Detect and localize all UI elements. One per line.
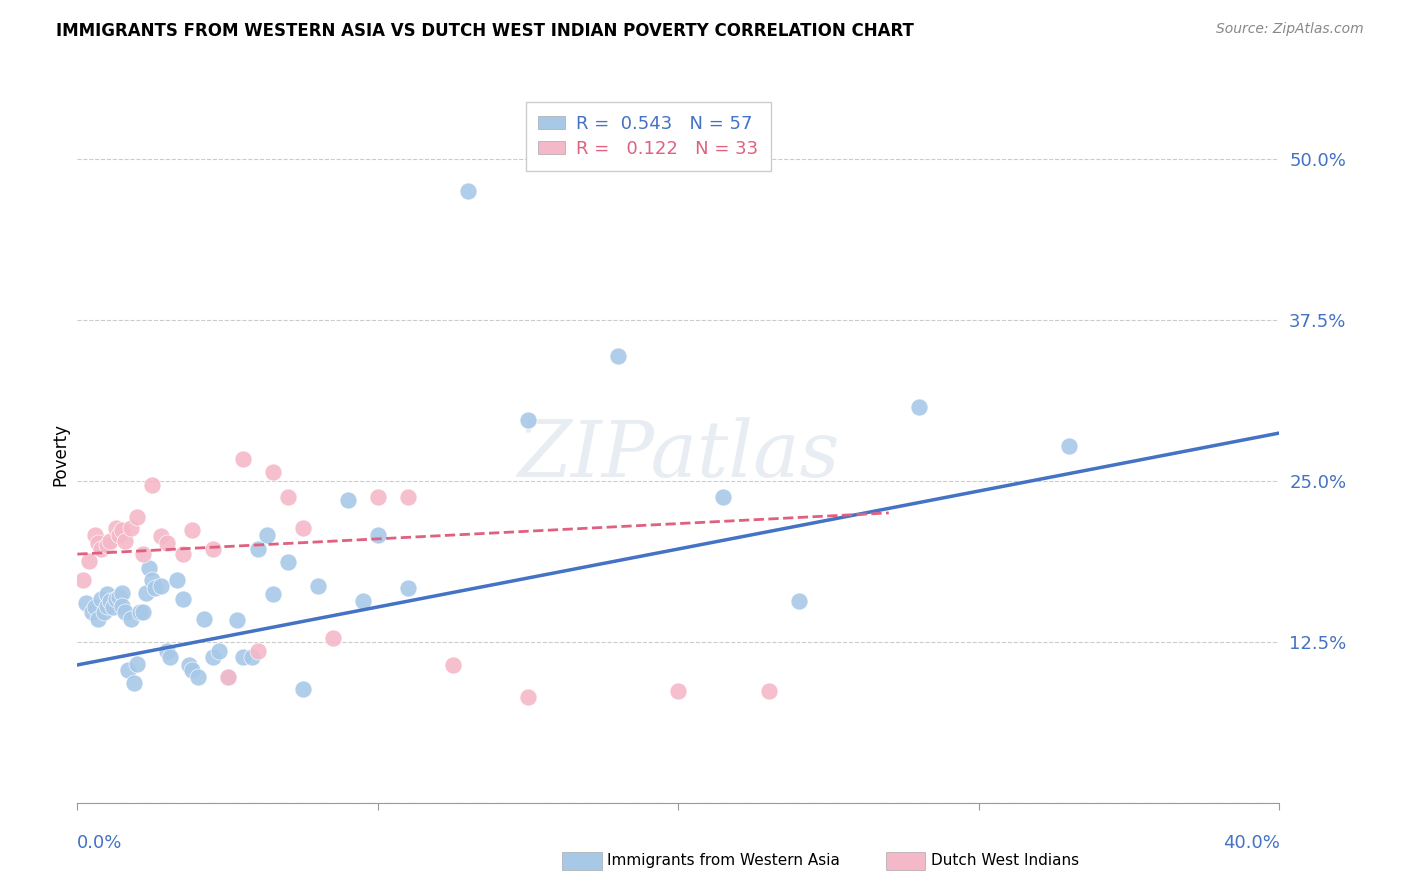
Point: [124, 676, 146, 690]
Point: [396, 491, 419, 505]
Point: [117, 663, 139, 677]
Point: [75, 596, 97, 610]
Point: [100, 534, 122, 549]
Point: [908, 401, 931, 415]
Point: [180, 523, 202, 537]
Point: [79, 553, 101, 567]
Point: [457, 184, 479, 198]
Point: [105, 592, 128, 607]
Point: [114, 605, 136, 619]
Point: [166, 573, 188, 587]
Point: [108, 528, 131, 542]
Point: [193, 611, 215, 625]
Point: [277, 555, 299, 569]
Point: [87, 611, 110, 625]
Text: 0.0%: 0.0%: [77, 834, 122, 852]
Point: [177, 657, 200, 672]
Point: [240, 650, 263, 665]
Point: [108, 590, 131, 604]
Text: Dutch West Indians: Dutch West Indians: [931, 854, 1078, 868]
Point: [396, 581, 419, 595]
Point: [172, 547, 194, 561]
Point: [352, 593, 374, 607]
Point: [367, 528, 389, 542]
Point: [127, 657, 149, 671]
Point: [120, 521, 142, 535]
Point: [84, 599, 107, 614]
Text: Source: ZipAtlas.com: Source: ZipAtlas.com: [1216, 22, 1364, 37]
Point: [232, 650, 254, 665]
Point: [129, 605, 152, 619]
Point: [111, 586, 134, 600]
Point: [441, 657, 464, 672]
Point: [82, 605, 104, 619]
Point: [186, 669, 209, 683]
Point: [256, 528, 278, 542]
Point: [72, 573, 94, 587]
Point: [207, 644, 229, 658]
Point: [291, 521, 314, 535]
Point: [141, 477, 163, 491]
Point: [517, 413, 540, 427]
Point: [135, 586, 157, 600]
Point: [322, 631, 344, 645]
Point: [87, 535, 110, 549]
Text: 40.0%: 40.0%: [1223, 834, 1279, 852]
Point: [1057, 439, 1080, 453]
Point: [246, 644, 269, 658]
Point: [156, 644, 179, 658]
Point: [713, 491, 735, 505]
Point: [225, 613, 247, 627]
Point: [127, 509, 149, 524]
Point: [787, 593, 810, 607]
Point: [114, 534, 136, 549]
Point: [262, 587, 284, 601]
Text: ZIPatlas: ZIPatlas: [517, 417, 839, 493]
Point: [156, 535, 179, 549]
Point: [150, 579, 173, 593]
Point: [336, 493, 359, 508]
Point: [291, 682, 314, 697]
Point: [90, 541, 112, 556]
Point: [96, 587, 118, 601]
Point: [201, 650, 224, 665]
Point: [159, 650, 181, 665]
Point: [93, 605, 115, 619]
Text: IMMIGRANTS FROM WESTERN ASIA VS DUTCH WEST INDIAN POVERTY CORRELATION CHART: IMMIGRANTS FROM WESTERN ASIA VS DUTCH WE…: [56, 22, 914, 40]
Y-axis label: Poverty: Poverty: [51, 424, 69, 486]
Point: [141, 573, 163, 587]
Point: [96, 538, 118, 552]
Point: [132, 605, 155, 619]
Point: [150, 529, 173, 543]
Legend: R =  0.543   N = 57, R =   0.122   N = 33: R = 0.543 N = 57, R = 0.122 N = 33: [526, 103, 770, 170]
Point: [201, 541, 224, 556]
Point: [90, 592, 112, 607]
Point: [105, 521, 128, 535]
Point: [277, 491, 299, 505]
Point: [120, 611, 142, 625]
Point: [172, 592, 194, 607]
Text: Immigrants from Western Asia: Immigrants from Western Asia: [607, 854, 841, 868]
Point: [103, 599, 125, 614]
Point: [758, 683, 780, 698]
Point: [307, 579, 329, 593]
Point: [217, 669, 239, 683]
Point: [607, 349, 630, 363]
Point: [517, 690, 540, 705]
Point: [145, 581, 167, 595]
Point: [217, 669, 239, 683]
Point: [84, 528, 107, 542]
Point: [111, 523, 134, 537]
Point: [232, 451, 254, 466]
Point: [668, 683, 690, 698]
Point: [132, 547, 155, 561]
Point: [111, 599, 134, 613]
Point: [246, 541, 269, 556]
Point: [180, 663, 202, 677]
Point: [367, 491, 389, 505]
Point: [138, 561, 160, 575]
Point: [96, 599, 118, 613]
Point: [262, 465, 284, 479]
Point: [100, 593, 122, 607]
